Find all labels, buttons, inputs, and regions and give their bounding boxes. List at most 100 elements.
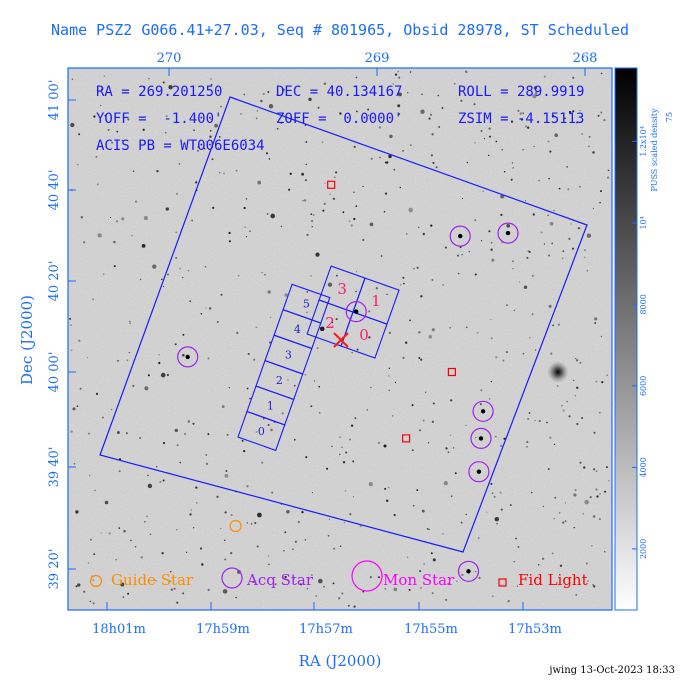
field-star bbox=[564, 520, 567, 522]
field-star bbox=[600, 111, 603, 114]
acis-i-chip-label: 1 bbox=[371, 292, 381, 310]
field-star bbox=[528, 94, 531, 97]
field-star bbox=[409, 319, 411, 322]
field-star bbox=[169, 570, 172, 573]
field-star bbox=[315, 252, 320, 257]
field-star bbox=[235, 596, 237, 599]
field-star bbox=[100, 88, 103, 91]
field-star bbox=[586, 580, 589, 582]
colorbar-tick-label: 8000 bbox=[639, 294, 648, 314]
acq-star-marker bbox=[449, 225, 471, 247]
field-star bbox=[479, 403, 482, 406]
field-star bbox=[392, 83, 394, 85]
field-star bbox=[319, 412, 321, 414]
field-star bbox=[88, 474, 91, 477]
field-star bbox=[490, 337, 493, 340]
field-star bbox=[548, 177, 550, 180]
field-star bbox=[511, 162, 514, 164]
field-star bbox=[549, 436, 552, 439]
field-star bbox=[208, 307, 212, 310]
field-star bbox=[78, 339, 81, 342]
field-star bbox=[572, 110, 575, 113]
field-star bbox=[431, 328, 435, 332]
field-star bbox=[304, 373, 307, 376]
field-star bbox=[495, 356, 498, 359]
field-star bbox=[83, 590, 86, 593]
acis-s-chip-label: 3 bbox=[285, 349, 292, 362]
field-star bbox=[317, 578, 323, 584]
field-star bbox=[334, 176, 336, 178]
field-star bbox=[268, 104, 274, 109]
field-star bbox=[474, 219, 477, 222]
field-star bbox=[551, 552, 554, 555]
footer-stamp: jwing 13-Oct-2023 18:33 bbox=[548, 665, 675, 676]
field-star bbox=[73, 462, 76, 465]
field-star bbox=[270, 428, 273, 432]
field-star bbox=[195, 502, 198, 504]
field-star bbox=[603, 118, 606, 122]
field-star bbox=[547, 214, 549, 217]
field-star bbox=[474, 273, 477, 276]
field-star bbox=[522, 149, 524, 151]
field-star bbox=[322, 209, 325, 212]
field-star bbox=[342, 461, 346, 464]
acis-s-chip-label: 2 bbox=[276, 374, 283, 387]
field-star bbox=[393, 587, 398, 592]
field-star bbox=[313, 380, 316, 382]
field-star bbox=[490, 482, 493, 485]
field-star bbox=[339, 112, 342, 115]
field-star bbox=[501, 149, 503, 151]
acq-star-marker bbox=[470, 427, 492, 449]
field-star bbox=[311, 220, 314, 223]
field-star bbox=[304, 179, 307, 182]
field-star bbox=[511, 260, 514, 263]
fid-light-marker bbox=[327, 180, 336, 189]
field-star bbox=[593, 431, 596, 434]
field-star bbox=[95, 155, 98, 158]
field-star bbox=[582, 512, 585, 515]
field-star bbox=[359, 525, 362, 528]
field-star bbox=[554, 133, 559, 138]
field-star bbox=[597, 114, 600, 117]
field-star bbox=[568, 110, 572, 114]
field-star bbox=[594, 317, 598, 321]
field-star bbox=[179, 267, 181, 270]
field-star bbox=[375, 287, 378, 290]
field-star bbox=[519, 112, 522, 115]
field-star bbox=[207, 588, 210, 592]
field-star bbox=[466, 161, 469, 164]
field-star bbox=[430, 224, 433, 227]
field-star bbox=[604, 490, 607, 493]
field-star bbox=[209, 135, 212, 138]
field-star bbox=[113, 240, 116, 244]
field-star bbox=[423, 563, 425, 565]
field-star bbox=[123, 530, 126, 533]
field-star bbox=[244, 226, 246, 228]
field-star bbox=[445, 598, 448, 601]
field-star bbox=[77, 583, 81, 587]
field-star bbox=[317, 106, 320, 109]
field-star bbox=[397, 70, 399, 73]
field-star bbox=[543, 75, 546, 78]
field-star bbox=[566, 166, 568, 168]
field-star bbox=[152, 264, 157, 269]
field-star bbox=[579, 185, 581, 188]
field-star bbox=[80, 216, 83, 219]
field-star bbox=[216, 495, 219, 498]
y-axis-label: Dec (J2000) bbox=[18, 295, 36, 385]
field-star bbox=[573, 493, 577, 497]
field-star bbox=[489, 398, 491, 400]
field-star bbox=[482, 190, 484, 192]
field-star bbox=[159, 481, 162, 483]
field-star bbox=[276, 127, 279, 130]
field-star bbox=[496, 522, 498, 525]
field-star bbox=[102, 273, 105, 275]
field-star bbox=[362, 238, 365, 242]
field-star bbox=[286, 510, 290, 514]
dec-readout: DEC = 40.134167 bbox=[276, 84, 402, 100]
field-star bbox=[355, 271, 358, 273]
field-star bbox=[516, 585, 519, 587]
colorbar-tick-label: 2000 bbox=[639, 539, 648, 559]
field-star bbox=[568, 415, 571, 418]
field-star bbox=[289, 172, 292, 175]
